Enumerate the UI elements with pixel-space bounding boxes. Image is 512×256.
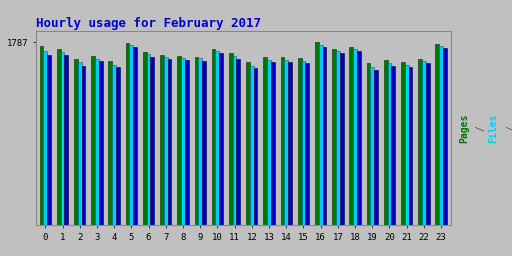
Bar <box>143 52 146 225</box>
Bar <box>370 67 374 225</box>
Bar <box>99 61 102 225</box>
Bar <box>384 60 388 225</box>
Bar <box>44 51 47 225</box>
Bar <box>281 57 284 225</box>
Bar <box>78 62 81 225</box>
Bar <box>336 51 340 225</box>
Bar <box>435 44 439 225</box>
Bar <box>418 59 422 225</box>
Bar <box>167 59 172 225</box>
Bar <box>57 49 60 225</box>
Bar <box>409 67 412 225</box>
Bar <box>74 59 78 225</box>
Bar <box>298 58 302 225</box>
Bar <box>177 56 181 225</box>
Bar <box>237 59 240 225</box>
Bar <box>302 61 305 225</box>
Bar <box>125 43 130 225</box>
Bar <box>254 68 258 225</box>
Bar <box>160 55 164 225</box>
Bar <box>95 59 99 225</box>
Text: /: / <box>476 125 485 131</box>
Bar <box>109 61 112 225</box>
Bar <box>81 66 86 225</box>
Bar <box>116 67 120 225</box>
Bar <box>211 49 216 225</box>
Bar <box>305 63 309 225</box>
Text: /: / <box>506 125 512 131</box>
Bar <box>164 57 167 225</box>
Bar <box>130 45 133 225</box>
Bar <box>91 56 95 225</box>
Bar <box>374 70 378 225</box>
Bar <box>271 62 275 225</box>
Bar <box>195 57 198 225</box>
Text: Files: Files <box>488 113 498 143</box>
Bar <box>267 60 271 225</box>
Bar <box>65 55 68 225</box>
Text: Pages: Pages <box>459 113 469 143</box>
Bar <box>367 63 370 225</box>
Bar <box>349 47 353 225</box>
Bar <box>112 65 116 225</box>
Bar <box>229 53 232 225</box>
Bar <box>47 55 51 225</box>
Bar <box>319 45 323 225</box>
Bar <box>216 51 219 225</box>
Bar <box>426 63 430 225</box>
Bar <box>422 61 426 225</box>
Bar <box>263 57 267 225</box>
Bar <box>198 58 202 225</box>
Bar <box>439 46 443 225</box>
Bar <box>353 49 357 225</box>
Bar <box>443 48 447 225</box>
Bar <box>133 47 137 225</box>
Bar <box>60 52 65 225</box>
Bar <box>246 62 250 225</box>
Bar <box>357 51 361 225</box>
Text: Hourly usage for February 2017: Hourly usage for February 2017 <box>36 17 261 29</box>
Bar <box>388 63 391 225</box>
Bar <box>401 62 405 225</box>
Bar <box>250 66 254 225</box>
Bar <box>405 65 409 225</box>
Bar <box>323 47 326 225</box>
Bar <box>151 57 154 225</box>
Bar <box>202 61 206 225</box>
Bar <box>315 42 319 225</box>
Bar <box>284 60 288 225</box>
Bar <box>340 53 344 225</box>
Bar <box>332 49 336 225</box>
Bar <box>288 62 292 225</box>
Bar <box>219 53 223 225</box>
Bar <box>146 54 151 225</box>
Bar <box>185 60 188 225</box>
Bar <box>391 66 395 225</box>
Bar <box>39 46 44 225</box>
Bar <box>181 58 185 225</box>
Bar <box>232 56 237 225</box>
